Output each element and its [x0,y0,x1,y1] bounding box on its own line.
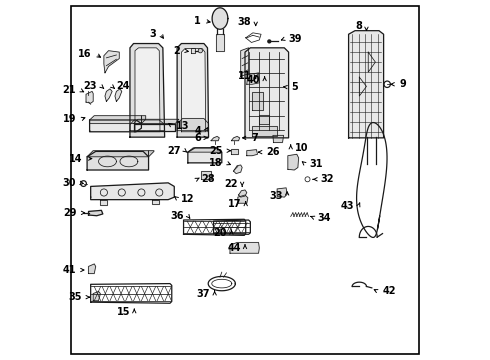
Polygon shape [245,48,289,138]
Text: 33: 33 [270,191,283,201]
Polygon shape [148,151,154,157]
Polygon shape [177,118,209,131]
Circle shape [268,40,270,43]
Text: 8: 8 [355,21,362,31]
Text: 16: 16 [78,49,92,59]
Polygon shape [130,120,165,131]
Polygon shape [212,8,228,29]
Polygon shape [93,292,100,301]
Polygon shape [130,44,165,137]
Polygon shape [247,150,258,156]
Polygon shape [104,51,119,73]
Text: 35: 35 [68,292,82,302]
Text: 4: 4 [195,126,201,136]
Text: 27: 27 [167,146,181,156]
Polygon shape [191,48,195,53]
Polygon shape [238,195,248,203]
Polygon shape [231,136,240,141]
Text: 41: 41 [62,265,75,275]
Text: 28: 28 [201,174,215,184]
Polygon shape [115,89,122,102]
Polygon shape [134,123,175,131]
Polygon shape [152,200,159,204]
Polygon shape [142,116,146,123]
Polygon shape [89,210,103,216]
Text: 15: 15 [117,307,130,317]
Text: 42: 42 [382,287,395,296]
Text: 40: 40 [247,75,260,85]
Polygon shape [135,48,160,132]
Text: 2: 2 [173,46,180,56]
Polygon shape [91,183,174,200]
Text: 6: 6 [194,133,201,143]
Text: 1: 1 [194,16,201,26]
Polygon shape [252,93,263,111]
Polygon shape [230,243,259,253]
Text: 26: 26 [267,147,280,157]
Text: 25: 25 [209,146,223,156]
Polygon shape [90,116,142,123]
Polygon shape [211,136,220,141]
Text: 38: 38 [238,17,251,27]
Polygon shape [87,151,148,157]
Circle shape [198,49,202,53]
Text: 37: 37 [197,289,210,298]
Text: 20: 20 [214,228,227,238]
Polygon shape [288,154,298,170]
Text: 31: 31 [309,159,323,169]
Polygon shape [90,120,142,132]
Text: 23: 23 [84,81,97,91]
Text: 30: 30 [62,178,75,188]
Text: 19: 19 [63,114,76,124]
Polygon shape [188,148,222,152]
Polygon shape [252,126,277,136]
Polygon shape [177,44,209,137]
Text: 29: 29 [63,208,76,218]
Polygon shape [239,190,247,197]
Polygon shape [348,31,384,138]
Text: 13: 13 [176,121,190,131]
Polygon shape [259,115,270,123]
Polygon shape [231,149,238,154]
Text: 9: 9 [399,79,406,89]
Polygon shape [201,171,211,179]
Polygon shape [234,165,242,174]
Text: 10: 10 [295,143,309,153]
Polygon shape [86,91,93,103]
Text: 32: 32 [320,174,334,184]
Polygon shape [273,135,284,143]
Polygon shape [100,200,107,205]
Polygon shape [181,49,206,132]
Text: 14: 14 [69,154,83,163]
Text: 18: 18 [209,158,222,168]
Polygon shape [216,34,224,51]
Text: 11: 11 [238,71,251,81]
Text: 17: 17 [228,199,242,209]
Text: 34: 34 [318,212,331,222]
Polygon shape [241,48,248,76]
Text: 24: 24 [117,81,130,91]
Text: 39: 39 [289,34,302,44]
Text: 3: 3 [149,28,156,39]
Polygon shape [188,148,222,163]
Text: 36: 36 [170,211,184,221]
Text: 7: 7 [251,133,258,143]
Polygon shape [247,73,259,84]
Polygon shape [105,89,112,102]
Text: 22: 22 [224,179,238,189]
Polygon shape [134,119,179,123]
Text: 5: 5 [292,82,298,92]
Polygon shape [277,188,287,197]
Text: 44: 44 [227,243,241,253]
Polygon shape [87,152,148,170]
Text: 12: 12 [181,194,195,203]
Polygon shape [89,264,96,274]
Text: 43: 43 [341,201,354,211]
Text: 21: 21 [62,85,75,95]
